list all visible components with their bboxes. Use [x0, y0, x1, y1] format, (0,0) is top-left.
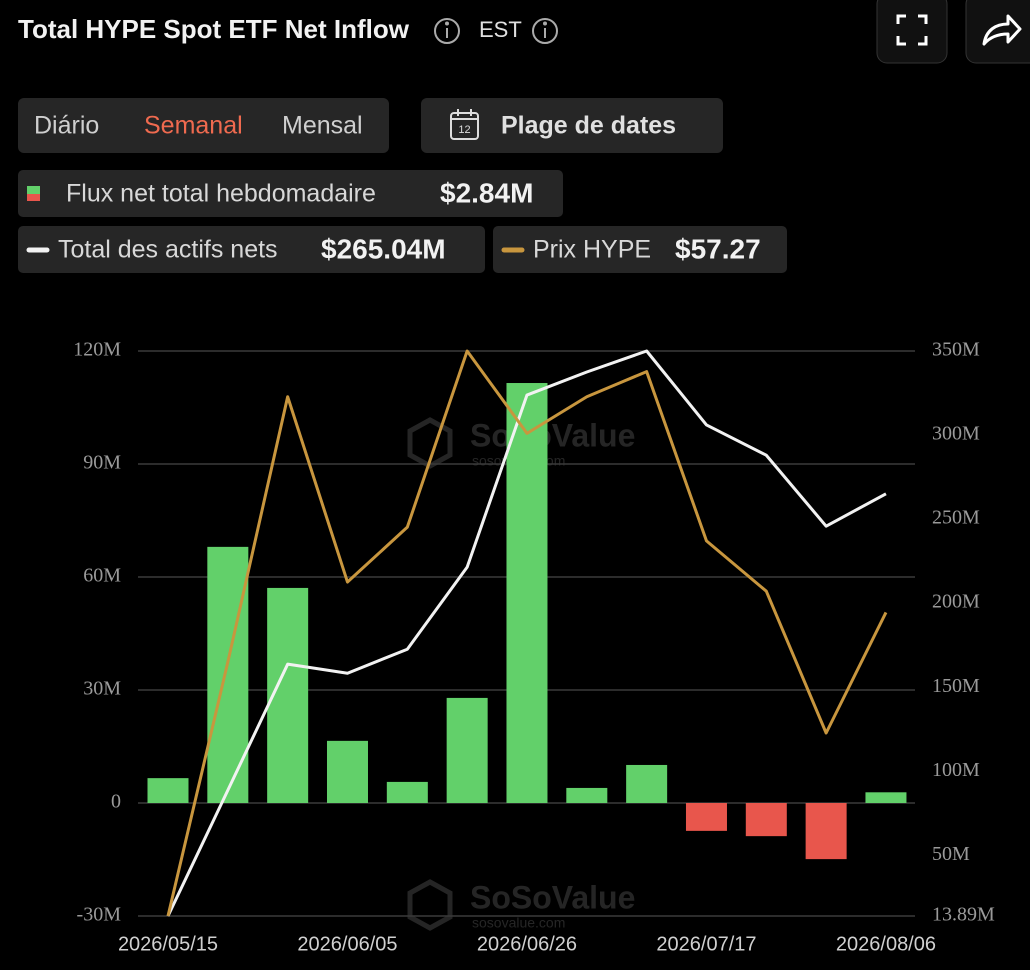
watermark-url: sosovalue.com: [472, 915, 565, 931]
legend-label: Prix HYPE: [533, 236, 651, 264]
y2-tick-label: 100M: [932, 759, 980, 781]
bar: [566, 787, 608, 803]
x-tick-label: 2026/05/15: [118, 933, 218, 955]
legend-box: [18, 170, 563, 217]
x-tick-label: 2026/06/26: [477, 933, 577, 955]
bar: [506, 383, 548, 803]
y2-tick-label: 13.89M: [932, 904, 995, 926]
y2-tick-label: 350M: [932, 339, 980, 361]
bar: [626, 764, 668, 803]
timezone[interactable]: EST: [479, 17, 522, 42]
bar: [326, 740, 368, 803]
tab[interactable]: Semanal: [144, 112, 243, 140]
y2-tick-label: 250M: [932, 507, 980, 529]
legend-value: $265.04M: [321, 233, 446, 264]
legend-swatch-positive: [27, 186, 40, 194]
share-button[interactable]: [965, 0, 1030, 64]
info-icon[interactable]: [434, 18, 460, 44]
y2-tick-label: 200M: [932, 591, 980, 613]
tab[interactable]: Mensal: [282, 112, 363, 140]
bar: [386, 781, 428, 803]
watermark-name: SoSoValue: [470, 417, 635, 453]
x-tick-label: 2026/06/05: [297, 933, 397, 955]
legend-label: Flux net total hebdomadaire: [66, 180, 376, 208]
x-tick-label: 2026/08/06: [836, 933, 936, 955]
info-icon[interactable]: [532, 18, 558, 44]
y-tick-label: 0: [111, 791, 121, 813]
legend-value: $57.27: [675, 233, 761, 264]
legend-box: [493, 226, 787, 273]
bar: [745, 803, 787, 837]
legend-box: [18, 226, 485, 273]
fullscreen-button[interactable]: [876, 0, 948, 64]
tab[interactable]: Diário: [34, 112, 99, 140]
y-tick-label: 30M: [83, 678, 121, 700]
date-range-button[interactable]: 12 Plage de dates: [421, 98, 723, 153]
y2-tick-label: 50M: [932, 843, 970, 865]
watermark-name: SoSoValue: [470, 879, 635, 915]
y2-tick-label: 150M: [932, 675, 980, 697]
x-tick-label: 2026/07/17: [656, 933, 756, 955]
y-tick-label: -30M: [77, 904, 122, 926]
line: [166, 349, 887, 917]
line: [166, 349, 888, 917]
legend-label: Total des actifs nets: [58, 236, 278, 264]
calendar-day: 12: [458, 124, 470, 136]
y2-tick-label: 300M: [932, 423, 980, 445]
watermark: SoSoValue sosovalue.com: [407, 879, 635, 931]
legend-swatch-negative: [27, 194, 40, 201]
y-tick-label: 90M: [83, 452, 121, 474]
bar: [207, 546, 249, 803]
plot: -30M 0 30M 60M 90M 120M 13.89M 50M 100M 150M 200M 2…: [73, 339, 995, 956]
legend-value: $2.84M: [440, 177, 533, 208]
bar: [865, 792, 907, 803]
date-range-label[interactable]: Plage de dates: [501, 112, 676, 140]
bar: [805, 803, 847, 860]
y-tick-label: 60M: [83, 565, 121, 587]
bar: [147, 778, 189, 803]
y-tick-label: 120M: [73, 339, 121, 361]
bar: [446, 697, 488, 803]
title: Total HYPE Spot ETF Net Inflow: [18, 14, 410, 44]
bar: [685, 803, 727, 831]
tab-group: [18, 98, 389, 153]
